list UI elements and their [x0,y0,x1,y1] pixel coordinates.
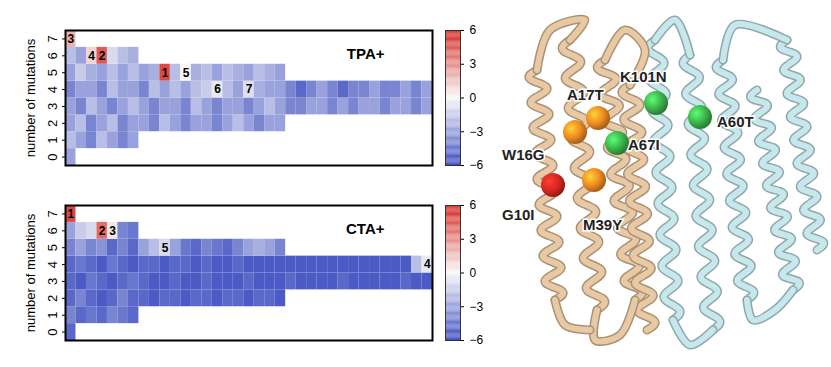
svg-text:W16G: W16G [502,146,545,163]
svg-text:5: 5 [183,66,190,80]
svg-text:7: 7 [45,35,60,42]
svg-text:5: 5 [45,69,60,76]
svg-text:2: 2 [45,295,60,302]
svg-text:−3: −3 [470,125,484,139]
svg-text:4: 4 [45,86,60,93]
svg-text:3: 3 [45,278,60,285]
svg-text:number of mutations: number of mutations [23,38,38,157]
svg-text:2: 2 [99,49,106,63]
svg-text:0: 0 [45,153,60,160]
svg-text:4: 4 [88,49,95,63]
svg-text:5: 5 [162,241,169,255]
svg-text:2: 2 [45,120,60,127]
svg-text:5: 5 [45,244,60,251]
svg-text:7: 7 [246,82,253,96]
svg-text:7: 7 [45,210,60,217]
svg-text:M39Y: M39Y [583,216,622,233]
svg-text:A67I: A67I [628,136,660,153]
svg-text:0: 0 [45,328,60,335]
svg-text:3: 3 [470,57,477,71]
svg-text:1: 1 [67,207,74,221]
svg-text:6: 6 [470,23,477,37]
svg-text:K101N: K101N [620,68,667,85]
svg-text:A60T: A60T [717,113,754,130]
svg-text:4: 4 [424,257,431,271]
svg-text:CTA+: CTA+ [346,220,385,237]
svg-text:0: 0 [470,91,477,105]
svg-text:−6: −6 [470,333,484,347]
svg-text:6: 6 [470,198,477,212]
svg-text:1: 1 [45,137,60,144]
svg-text:6: 6 [45,227,60,234]
svg-text:G10I: G10I [502,206,535,223]
svg-text:4: 4 [45,261,60,268]
svg-text:1: 1 [45,312,60,319]
svg-text:6: 6 [45,52,60,59]
svg-text:number of mutations: number of mutations [23,213,38,332]
svg-text:3: 3 [45,103,60,110]
svg-text:0: 0 [470,266,477,280]
svg-text:3: 3 [470,232,477,246]
svg-text:A17T: A17T [567,86,604,103]
svg-text:−3: −3 [470,300,484,314]
svg-text:3: 3 [109,224,116,238]
svg-text:3: 3 [67,32,74,46]
svg-text:−6: −6 [470,158,484,172]
svg-text:2: 2 [99,224,106,238]
svg-text:1: 1 [162,66,169,80]
svg-text:6: 6 [214,82,221,96]
svg-text:TPA+: TPA+ [347,45,385,62]
